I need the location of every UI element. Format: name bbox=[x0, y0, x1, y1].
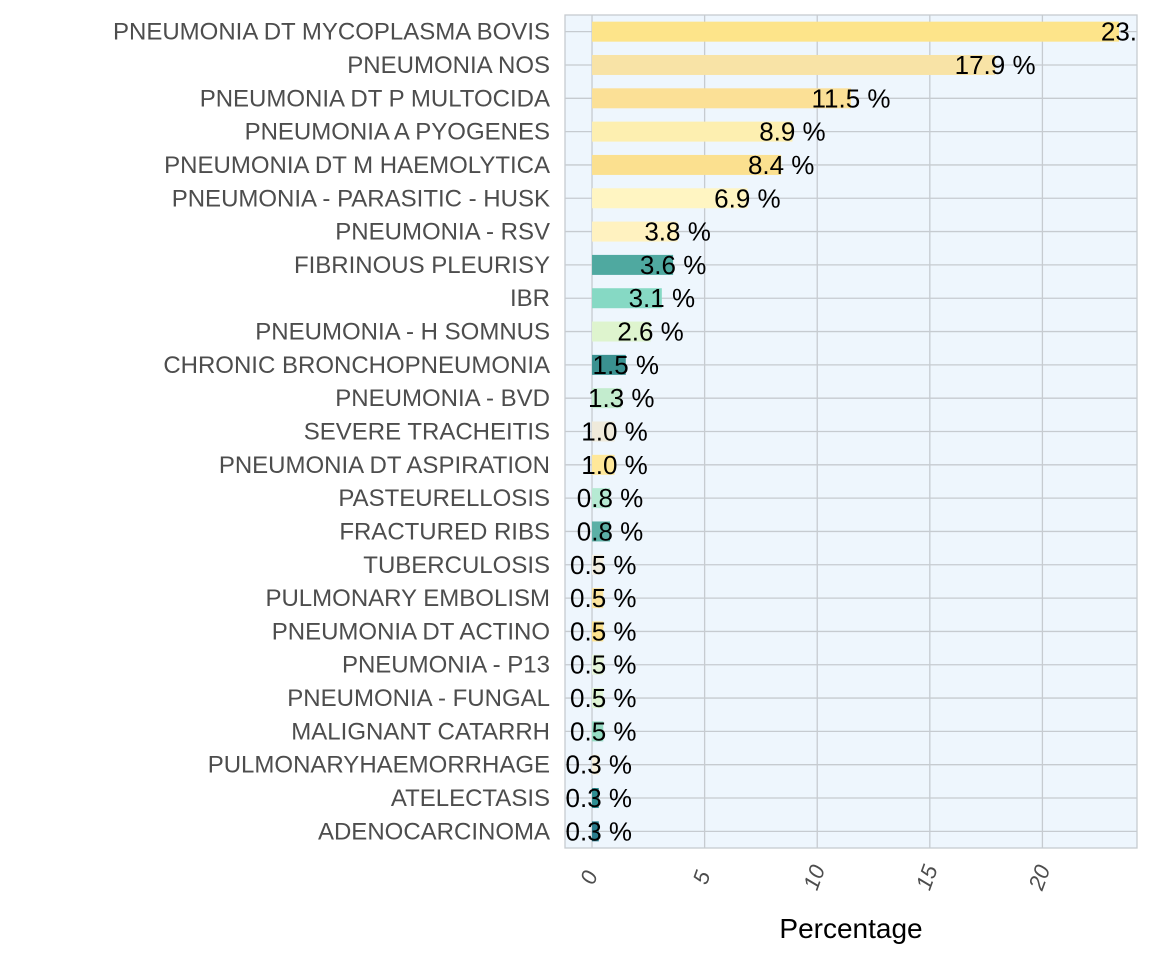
category-label: PNEUMONIA DT MYCOPLASMA BOVIS bbox=[113, 19, 550, 46]
panel-border bbox=[564, 14, 1138, 849]
category-label: PNEUMONIA - BVD bbox=[335, 385, 550, 412]
bar bbox=[592, 188, 748, 209]
bar bbox=[592, 354, 626, 375]
category-label: PNEUMONIA DT M HAEMOLYTICA bbox=[164, 152, 550, 179]
data-label: 1.5 % bbox=[593, 350, 660, 380]
bar bbox=[592, 388, 622, 409]
data-label: 11.5 % bbox=[811, 83, 890, 113]
category-label: FRACTURED RIBS bbox=[339, 518, 550, 545]
data-label: 0.5 % bbox=[570, 616, 637, 646]
bar bbox=[592, 121, 793, 142]
bar bbox=[592, 21, 1119, 42]
category-label: PULMONARYHAEMORRHAGE bbox=[208, 752, 550, 779]
data-label: 2.6 % bbox=[617, 317, 684, 347]
x-tick-label: 0 bbox=[575, 867, 603, 888]
data-label: 0.3 % bbox=[566, 816, 633, 846]
data-label: 3.1 % bbox=[629, 283, 696, 313]
data-label: 0.5 % bbox=[570, 683, 637, 713]
category-label: PNEUMONIA - P13 bbox=[342, 652, 550, 679]
data-label: 0.3 % bbox=[566, 783, 633, 813]
bar bbox=[592, 821, 599, 842]
category-label: PNEUMONIA A PYOGENES bbox=[245, 119, 550, 146]
bar bbox=[592, 288, 662, 309]
x-axis-title: Percentage bbox=[779, 913, 922, 944]
data-label: 0.8 % bbox=[577, 483, 644, 513]
x-tick-label: 15 bbox=[911, 861, 943, 893]
bars-group: 23. 17.9 % 11.5 % 8.9 %8.4 %6.9 %3.8 %3.6 %… bbox=[566, 17, 1137, 847]
category-label: PASTEURELLOSIS bbox=[338, 485, 550, 512]
bar bbox=[592, 721, 604, 742]
bar bbox=[592, 521, 611, 542]
data-label: 0.5 % bbox=[570, 650, 637, 680]
category-label: PNEUMONIA DT P MULTOCIDA bbox=[200, 85, 550, 112]
data-label: 1.0 % bbox=[581, 450, 648, 480]
bar bbox=[592, 221, 678, 242]
data-label: 3.6 % bbox=[640, 250, 707, 280]
x-tick-label: 20 bbox=[1023, 861, 1055, 894]
category-label: ATELECTASIS bbox=[391, 785, 550, 812]
bar bbox=[592, 488, 611, 509]
category-label: PNEUMONIA NOS bbox=[347, 52, 550, 79]
data-label: 3.8 % bbox=[644, 217, 711, 247]
category-label: IBR bbox=[510, 285, 550, 312]
data-label: 8.9 % bbox=[759, 117, 826, 147]
bar bbox=[592, 54, 996, 75]
category-label: PNEUMONIA DT ACTINO bbox=[272, 618, 550, 645]
bar bbox=[592, 421, 615, 442]
data-label: 6.9 % bbox=[714, 183, 781, 213]
category-label: PNEUMONIA DT ASPIRATION bbox=[219, 452, 550, 479]
category-label: SEVERE TRACHEITIS bbox=[304, 419, 550, 446]
bar bbox=[592, 454, 615, 475]
category-label: CHRONIC BRONCHOPNEUMONIA bbox=[163, 352, 550, 379]
data-label: 1.0 % bbox=[581, 417, 648, 447]
bar bbox=[592, 154, 782, 175]
bar bbox=[592, 588, 604, 609]
data-label: 8.4 % bbox=[748, 150, 815, 180]
bar bbox=[592, 254, 674, 275]
category-label: TUBERCULOSIS bbox=[363, 552, 550, 579]
category-label: PNEUMONIA - FUNGAL bbox=[287, 685, 550, 712]
category-label: PNEUMONIA - RSV bbox=[335, 219, 550, 246]
bar bbox=[592, 88, 851, 109]
data-label: 23. bbox=[1101, 17, 1137, 47]
data-label: 1.3 % bbox=[588, 383, 655, 413]
data-label: 17.9 % bbox=[955, 50, 1036, 80]
category-label: PNEUMONIA - H SOMNUS bbox=[255, 319, 550, 346]
bar bbox=[592, 621, 604, 642]
bar bbox=[592, 654, 604, 675]
x-tick-label: 10 bbox=[798, 861, 830, 893]
category-label: MALIGNANT CATARRH bbox=[291, 718, 550, 745]
data-label: 0.5 % bbox=[570, 716, 637, 746]
category-label: ADENOCARCINOMA bbox=[318, 818, 550, 845]
bar bbox=[592, 788, 599, 809]
data-label: 0.3 % bbox=[566, 750, 633, 780]
data-label: 0.5 % bbox=[570, 583, 637, 613]
bar bbox=[592, 754, 599, 775]
data-label: 0.8 % bbox=[577, 516, 644, 546]
category-label: PNEUMONIA - PARASITIC - HUSK bbox=[172, 185, 550, 212]
category-label: FIBRINOUS PLEURISY bbox=[294, 252, 550, 279]
category-label: PULMONARY EMBOLISM bbox=[265, 585, 550, 612]
x-tick-label: 5 bbox=[688, 867, 716, 888]
data-label: 0.5 % bbox=[570, 550, 637, 580]
bar bbox=[592, 321, 651, 342]
bar bbox=[592, 688, 604, 709]
bar bbox=[592, 554, 604, 575]
